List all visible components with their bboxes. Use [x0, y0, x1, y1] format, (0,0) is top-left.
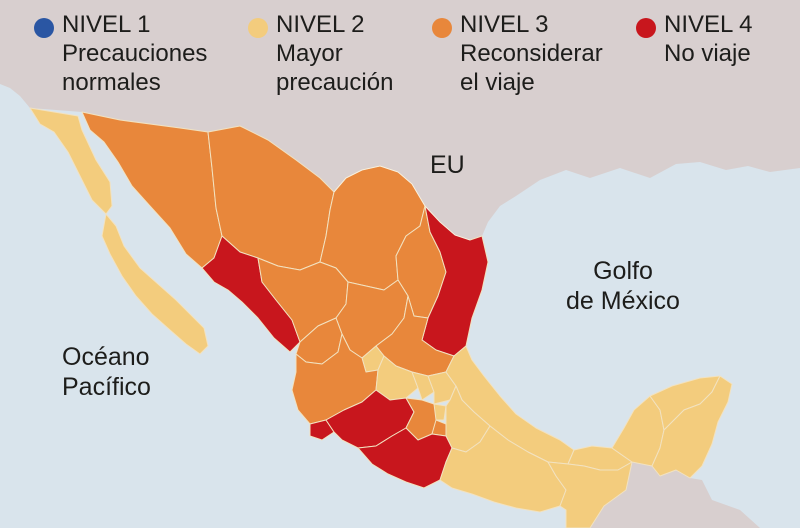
- legend-level-label: NIVEL 2: [276, 11, 365, 38]
- gulf-label-line: de México: [566, 287, 680, 315]
- river-border: [333, 165, 471, 241]
- legend-description-line: precaución: [276, 69, 394, 96]
- state-quintana-roo: [651, 375, 733, 479]
- legend-dot-nivel-1: [34, 18, 54, 38]
- legend-description-line: Reconsiderar: [460, 40, 603, 67]
- legend-dot-nivel-2: [248, 18, 268, 38]
- legend-dot-nivel-3: [432, 18, 452, 38]
- ocean-label-line: Océano: [62, 343, 150, 371]
- state-queretaro: [411, 371, 435, 401]
- label-gulf-of-mexico: Golfo de México: [566, 256, 680, 316]
- legend-description-line: normales: [62, 69, 161, 96]
- central-america-land: [590, 462, 760, 528]
- legend-dot-nivel-4: [636, 18, 656, 38]
- legend-description-line: No viaje: [664, 40, 751, 67]
- legend-description-line: Mayor: [276, 40, 343, 67]
- legend-description-line: el viaje: [460, 69, 535, 96]
- usa-land: [0, 0, 800, 240]
- label-usa: EU: [430, 151, 465, 179]
- state-colima: [309, 419, 335, 441]
- state-cdmx: [433, 403, 447, 421]
- state-chiapas: [547, 461, 633, 528]
- legend-level-label: NIVEL 4: [664, 11, 753, 38]
- label-pacific-ocean: Océano Pacífico: [62, 342, 151, 402]
- legend-description-line: Precauciones: [62, 40, 208, 67]
- ocean-label-line: Pacífico: [62, 373, 151, 401]
- legend-level-label: NIVEL 1: [62, 11, 151, 38]
- legend-level-label: NIVEL 3: [460, 11, 549, 38]
- state-baja-california-sur: [101, 213, 209, 355]
- gulf-label-line: Golfo: [593, 257, 653, 285]
